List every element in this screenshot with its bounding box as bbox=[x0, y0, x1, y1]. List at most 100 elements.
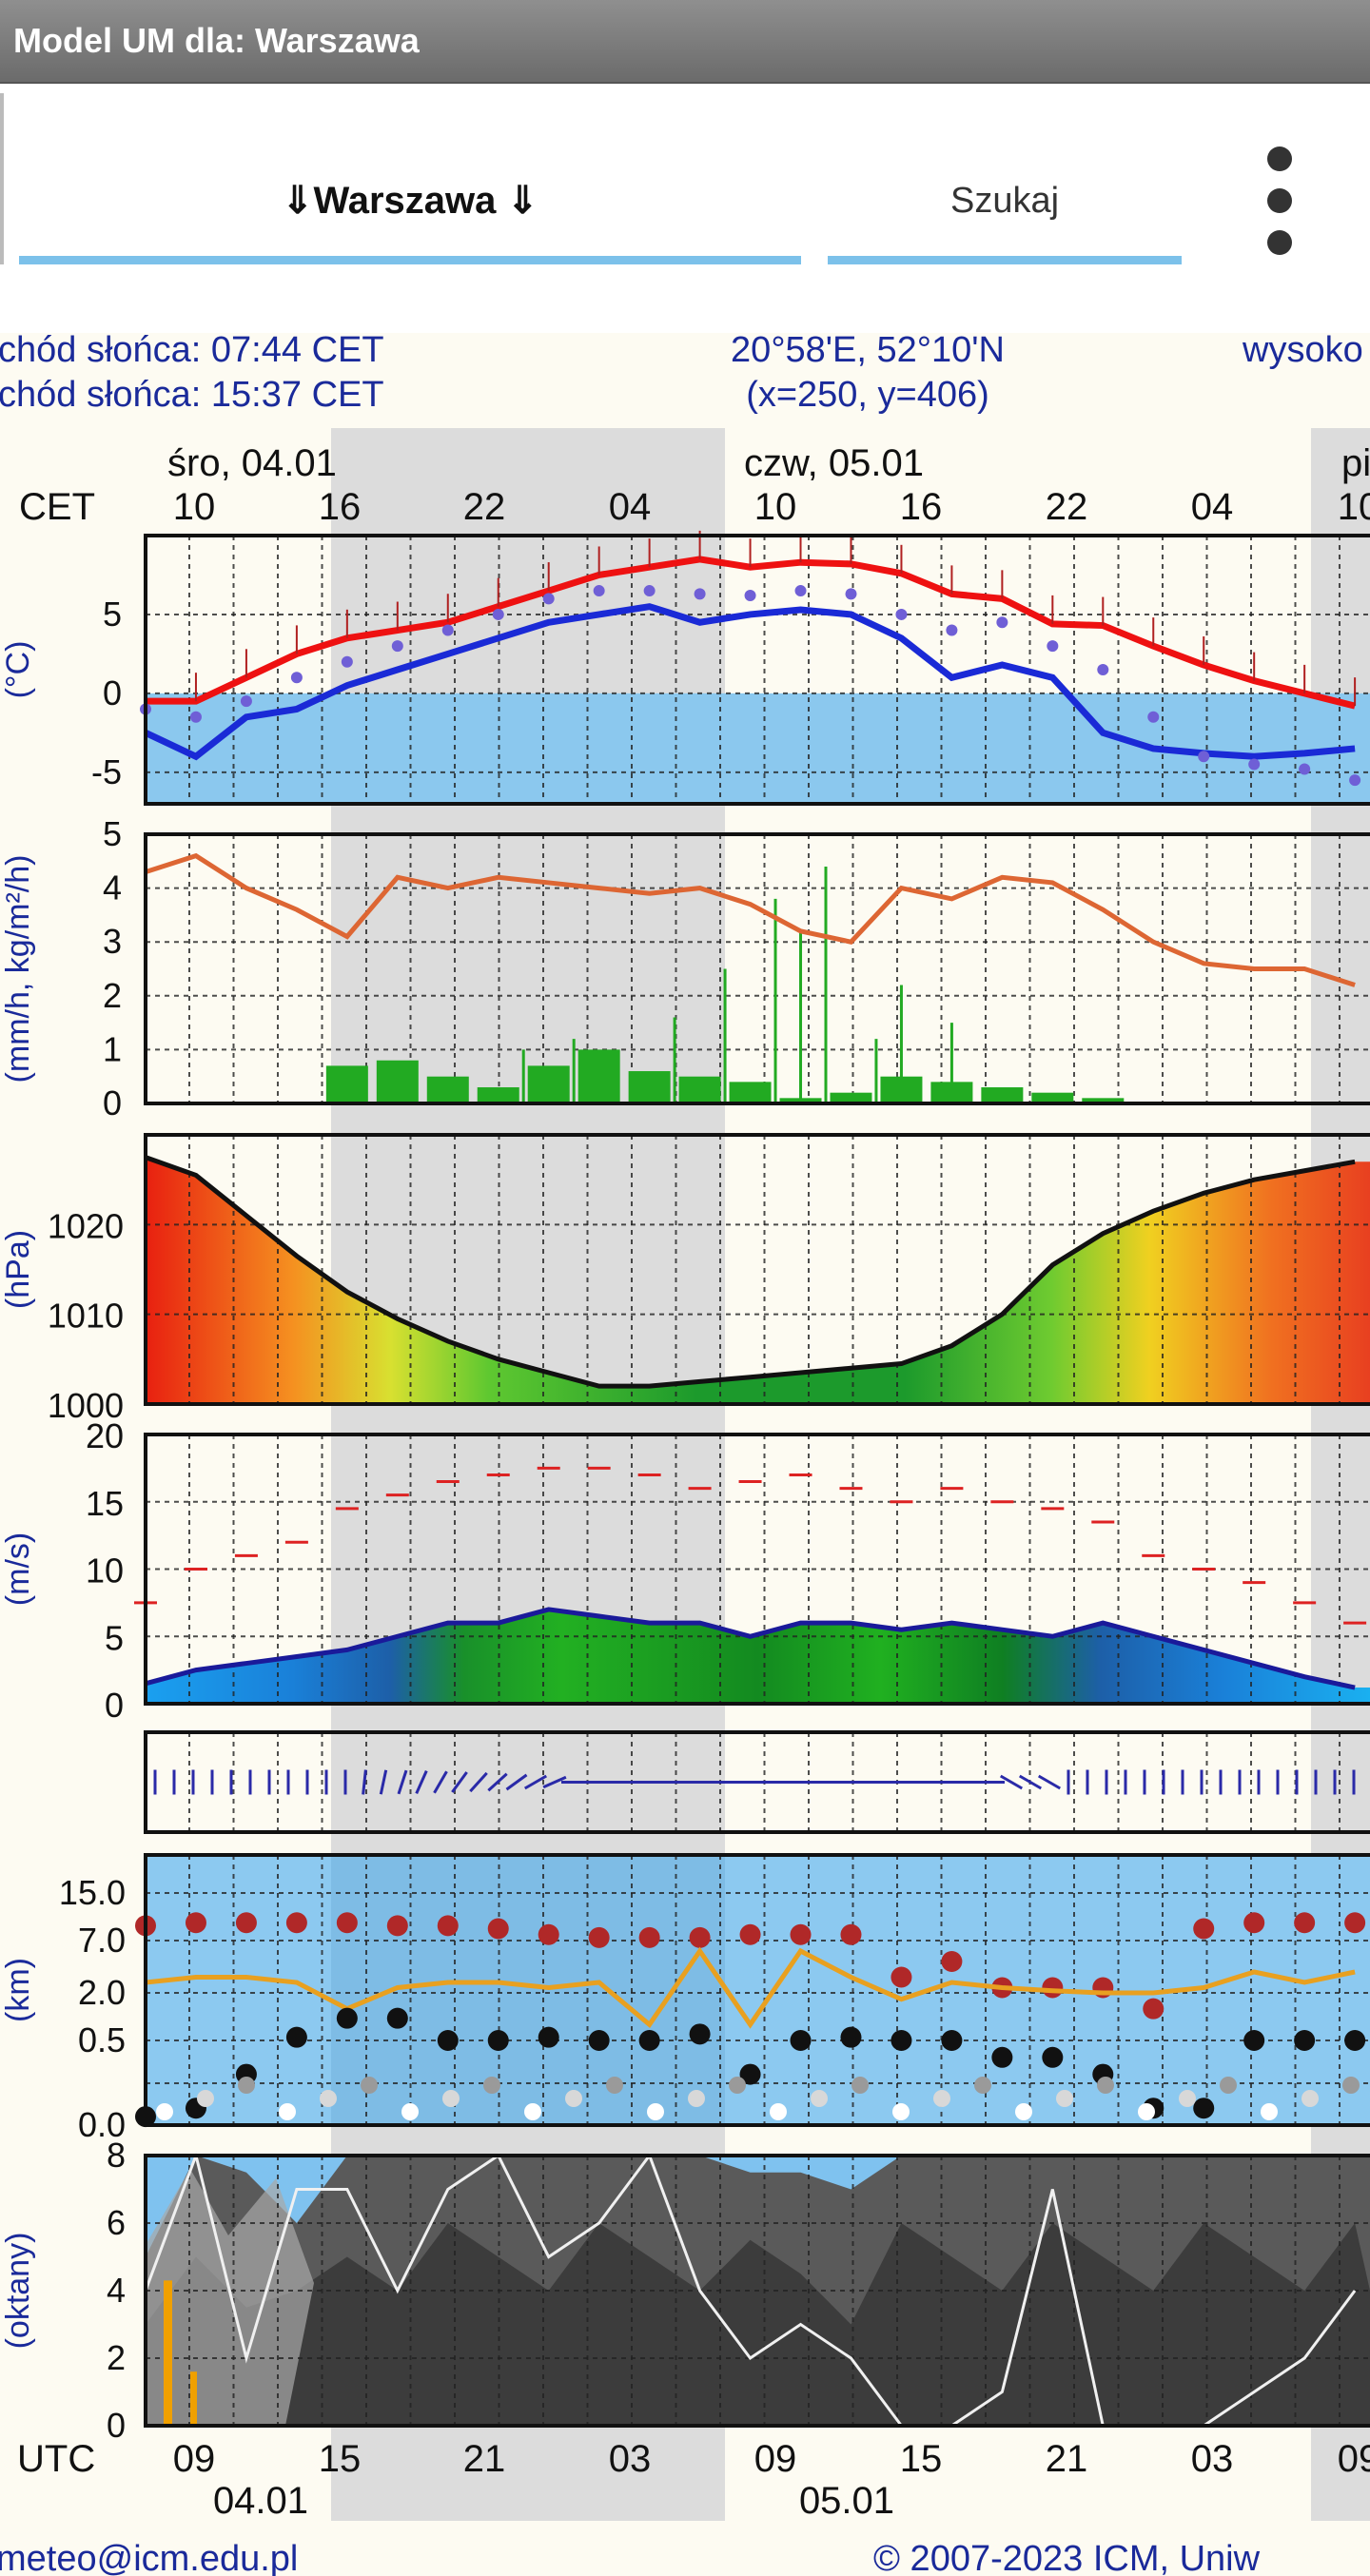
windchill-point bbox=[593, 585, 605, 597]
panel-frame-press bbox=[144, 1133, 1370, 1406]
cet-label: CET bbox=[19, 486, 95, 528]
windchill-point bbox=[290, 672, 303, 684]
wind-arrow bbox=[379, 1769, 388, 1795]
panel-frame-precip bbox=[144, 832, 1370, 1105]
cloud-high-point bbox=[840, 1923, 862, 1945]
cloudbase-ylabel: 15.0 bbox=[59, 1873, 126, 1912]
cloud-low-point bbox=[1294, 2030, 1316, 2051]
precip-bar bbox=[981, 1087, 1024, 1103]
windchill-point bbox=[189, 711, 202, 723]
wind-arrow bbox=[469, 1771, 488, 1793]
cloudbase-ylabel: 0.5 bbox=[78, 2020, 126, 2059]
cloud-high-point bbox=[1243, 1912, 1265, 1934]
top-hour-label: 16 bbox=[900, 486, 943, 528]
cloud-layer-dot bbox=[238, 2077, 255, 2094]
windchill-point bbox=[794, 585, 807, 597]
cloud-layer-dot bbox=[1138, 2103, 1155, 2120]
cloudbase-ylabel: 2.0 bbox=[78, 1973, 126, 2012]
day-label-3: pi bbox=[1341, 442, 1370, 484]
bottom-hour-label: 09 bbox=[754, 2438, 797, 2480]
windchill-point bbox=[542, 593, 555, 605]
cloud-low-point bbox=[1042, 2046, 1064, 2068]
cloud-high-point bbox=[487, 1918, 509, 1940]
more-vert-icon[interactable] bbox=[1256, 141, 1303, 264]
wind-ylabel: 0 bbox=[105, 1686, 124, 1725]
search-tab[interactable]: Szukaj bbox=[828, 141, 1182, 264]
city-tab[interactable]: ⇓Warszawa ⇓ bbox=[19, 141, 801, 264]
top-hour-label: 04 bbox=[1191, 486, 1234, 528]
cloud-high-point bbox=[538, 1923, 559, 1945]
top-hour-label: 10 bbox=[1338, 486, 1370, 528]
cloud-high-point bbox=[285, 1912, 307, 1934]
bottom-hour-label: 21 bbox=[463, 2438, 506, 2480]
precip-ylabel: 2 bbox=[103, 976, 122, 1015]
cloud-high-point bbox=[890, 1966, 912, 1988]
windchill-point bbox=[492, 608, 504, 620]
cloud-layer-dot bbox=[1302, 2090, 1319, 2107]
top-hour-label: 10 bbox=[173, 486, 216, 528]
cloud-layer-dot bbox=[156, 2103, 173, 2120]
cloud-layer-dot bbox=[1261, 2103, 1278, 2120]
footer-email[interactable]: meteo@icm.edu.pl bbox=[0, 2539, 298, 2576]
cloud-high-point bbox=[185, 1912, 206, 1934]
cloudcover-ylabel: 8 bbox=[107, 2136, 126, 2175]
cloudcover-ylabel: 0 bbox=[107, 2406, 126, 2445]
ylabel-wind: (m/s) bbox=[0, 1532, 36, 1606]
precip-ylabel: 4 bbox=[103, 868, 122, 907]
windchill-point bbox=[845, 588, 857, 600]
cloud-low-point bbox=[437, 2030, 459, 2051]
cloud-high-point bbox=[437, 1915, 459, 1937]
left-edge-handle bbox=[0, 93, 4, 264]
cloud-high-point bbox=[1042, 1977, 1064, 1999]
cloud-layer-dot bbox=[933, 2090, 950, 2107]
cloud-low-point bbox=[1193, 2098, 1215, 2119]
fog-bar bbox=[190, 2371, 197, 2426]
app-title-bar: Model UM dla: Warszawa bbox=[0, 0, 1370, 84]
cloud-low-point bbox=[689, 2023, 711, 2045]
ylabel-temp: (°C) bbox=[0, 641, 36, 699]
panel-frame-wind bbox=[144, 1433, 1370, 1706]
wind-ylabel: 20 bbox=[86, 1416, 124, 1455]
panel-frame-ccover bbox=[144, 2154, 1370, 2428]
cloud-low-point bbox=[638, 2030, 660, 2051]
cloudcover-low bbox=[146, 2223, 1370, 2426]
windchill-point bbox=[441, 624, 454, 636]
cloud-layer-dot bbox=[892, 2103, 910, 2120]
cloud-high-point bbox=[386, 1915, 408, 1937]
windchill-point bbox=[240, 695, 252, 708]
windchill-point bbox=[1198, 751, 1210, 763]
search-tab-underline bbox=[828, 256, 1182, 264]
precip-bar bbox=[628, 1071, 671, 1103]
pressure-ylabel: 1020 bbox=[48, 1206, 124, 1245]
wind-arrow bbox=[487, 1772, 508, 1792]
wind-arrow bbox=[523, 1774, 548, 1790]
temp-series-dew bbox=[144, 603, 1356, 761]
wind-arrow bbox=[1037, 1774, 1062, 1790]
temp-series-temp bbox=[146, 556, 1356, 710]
cloud-high-point bbox=[1143, 1998, 1164, 2020]
cloud-low-point bbox=[1344, 2030, 1366, 2051]
ylabel-press: (hPa) bbox=[0, 1230, 36, 1309]
windchill-point bbox=[895, 608, 908, 620]
precip-bar bbox=[577, 1049, 620, 1103]
ylabel-cbase: (km) bbox=[0, 1958, 36, 2022]
cloud-low-point bbox=[538, 2026, 559, 2048]
cloud-layer-dot bbox=[647, 2103, 664, 2120]
cloud-layer-dot bbox=[1179, 2090, 1196, 2107]
coords-text: 20°58'E, 52°10'N bbox=[731, 333, 1005, 370]
date-label-1: 04.01 bbox=[213, 2480, 308, 2522]
bottom-hour-label: 03 bbox=[609, 2438, 652, 2480]
top-hour-label: 10 bbox=[754, 486, 797, 528]
bottom-hour-label: 03 bbox=[1191, 2438, 1234, 2480]
wind-ylabel: 15 bbox=[86, 1484, 124, 1523]
precip-ylabel: 0 bbox=[103, 1083, 122, 1122]
cloud-high-point bbox=[1193, 1918, 1215, 1940]
pressure-ylabel: 1010 bbox=[48, 1297, 124, 1336]
windchill-point bbox=[694, 588, 706, 600]
windchill-point bbox=[1248, 758, 1261, 771]
cloud-low-point bbox=[790, 2030, 812, 2051]
sunset-text: chód słońca: 15:37 CET bbox=[0, 375, 384, 415]
cloud-low-point bbox=[336, 2007, 358, 2029]
wind-speed-line bbox=[145, 1607, 1356, 1690]
temp-ylabel-tick-0: 0 bbox=[103, 673, 122, 712]
